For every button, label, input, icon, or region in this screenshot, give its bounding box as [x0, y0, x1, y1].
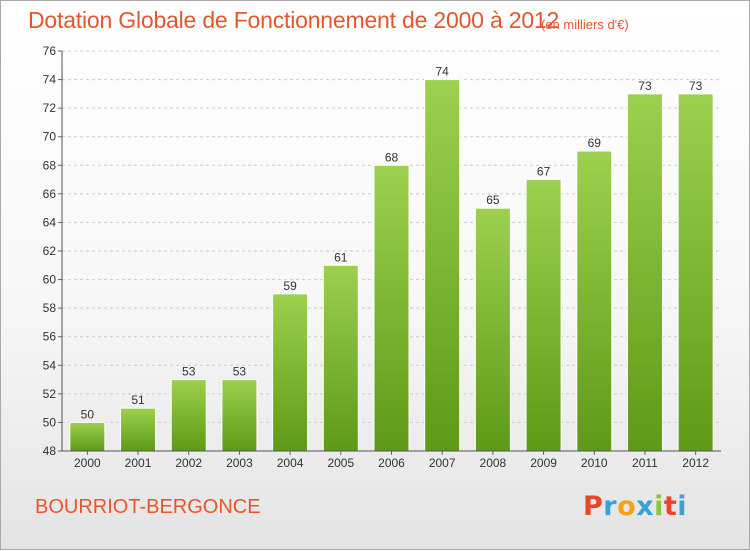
- bar: [221, 379, 258, 452]
- bar-value-label: 50: [81, 407, 95, 421]
- y-tick-label: 74: [43, 73, 57, 87]
- bar: [120, 407, 157, 452]
- bar-value-label: 61: [334, 250, 348, 264]
- bar-value-label: 59: [283, 279, 297, 293]
- y-tick-label: 72: [43, 101, 57, 115]
- y-tick-label: 58: [43, 301, 57, 315]
- bar: [322, 264, 359, 452]
- logo-letter: P: [583, 491, 604, 522]
- logo-letter: i: [677, 491, 688, 522]
- bar: [69, 421, 106, 452]
- x-tick-label: 2007: [429, 456, 456, 470]
- x-tick-label: 2004: [277, 456, 304, 470]
- bar-value-label: 67: [537, 165, 551, 179]
- chart-unit-subtitle: (en milliers d'€): [541, 17, 629, 32]
- y-tick-label: 76: [43, 44, 57, 58]
- y-tick-label: 70: [43, 130, 57, 144]
- bar-value-label: 53: [233, 365, 247, 379]
- bar-value-label: 69: [588, 136, 602, 150]
- logo-letter: o: [617, 491, 637, 522]
- bar-value-label: 53: [182, 365, 196, 379]
- logo-letter: t: [663, 491, 678, 522]
- y-tick-label: 50: [43, 415, 57, 429]
- y-tick-label: 52: [43, 387, 57, 401]
- bar: [373, 164, 410, 452]
- bar: [525, 179, 562, 452]
- bar-value-label: 73: [638, 79, 652, 93]
- bar-value-label: 74: [436, 65, 450, 79]
- bar: [170, 379, 207, 452]
- bar-value-label: 51: [131, 393, 145, 407]
- y-tick-label: 54: [43, 358, 57, 372]
- x-tick-label: 2011: [632, 456, 658, 470]
- y-tick-label: 66: [43, 187, 57, 201]
- x-tick-label: 2003: [226, 456, 253, 470]
- y-tick-label: 62: [43, 244, 57, 258]
- x-tick-label: 2000: [74, 456, 101, 470]
- bar-value-label: 68: [385, 150, 399, 164]
- x-tick-label: 2010: [581, 456, 608, 470]
- logo-letter: x: [636, 491, 655, 522]
- bar: [474, 207, 511, 452]
- x-tick-label: 2005: [327, 456, 354, 470]
- x-tick-label: 2001: [125, 456, 152, 470]
- x-tick-label: 2009: [530, 456, 557, 470]
- x-tick-label: 2012: [682, 456, 709, 470]
- bar: [626, 93, 663, 452]
- bar: [576, 150, 613, 452]
- logo-letter: i: [654, 491, 664, 522]
- y-tick-label: 64: [43, 215, 57, 229]
- y-tick-label: 68: [43, 158, 57, 172]
- commune-name: BOURRIOT-BERGONCE: [35, 496, 261, 518]
- logo-letter: r: [603, 491, 618, 522]
- y-tick-label: 60: [43, 273, 57, 287]
- bar: [677, 93, 714, 452]
- x-tick-label: 2008: [480, 456, 507, 470]
- x-tick-label: 2002: [175, 456, 202, 470]
- y-tick-label: 48: [43, 444, 57, 458]
- bar: [424, 79, 461, 452]
- x-tick-label: 2006: [378, 456, 405, 470]
- bar: [272, 293, 309, 452]
- chart-title: Dotation Globale de Fonctionnement de 20…: [28, 7, 560, 33]
- y-tick-label: 56: [43, 330, 57, 344]
- proxiti-logo[interactable]: Proxiti: [583, 491, 687, 522]
- bar-value-label: 73: [689, 79, 703, 93]
- bar-value-label: 65: [486, 193, 500, 207]
